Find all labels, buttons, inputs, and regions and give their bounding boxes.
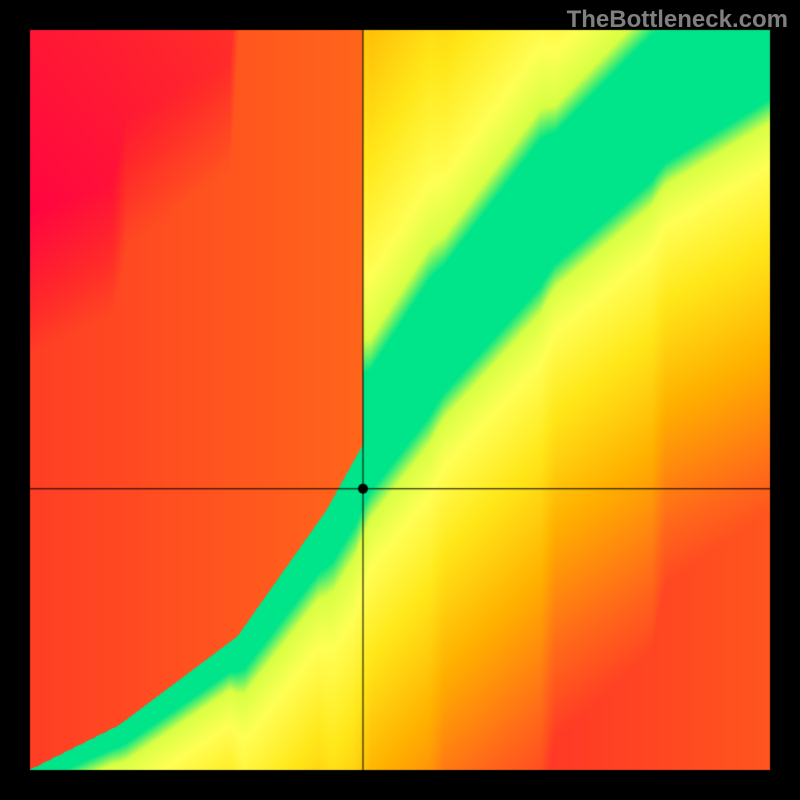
watermark-text: TheBottleneck.com — [567, 6, 788, 34]
bottleneck-heatmap — [0, 0, 800, 800]
chart-container: TheBottleneck.com — [0, 0, 800, 800]
